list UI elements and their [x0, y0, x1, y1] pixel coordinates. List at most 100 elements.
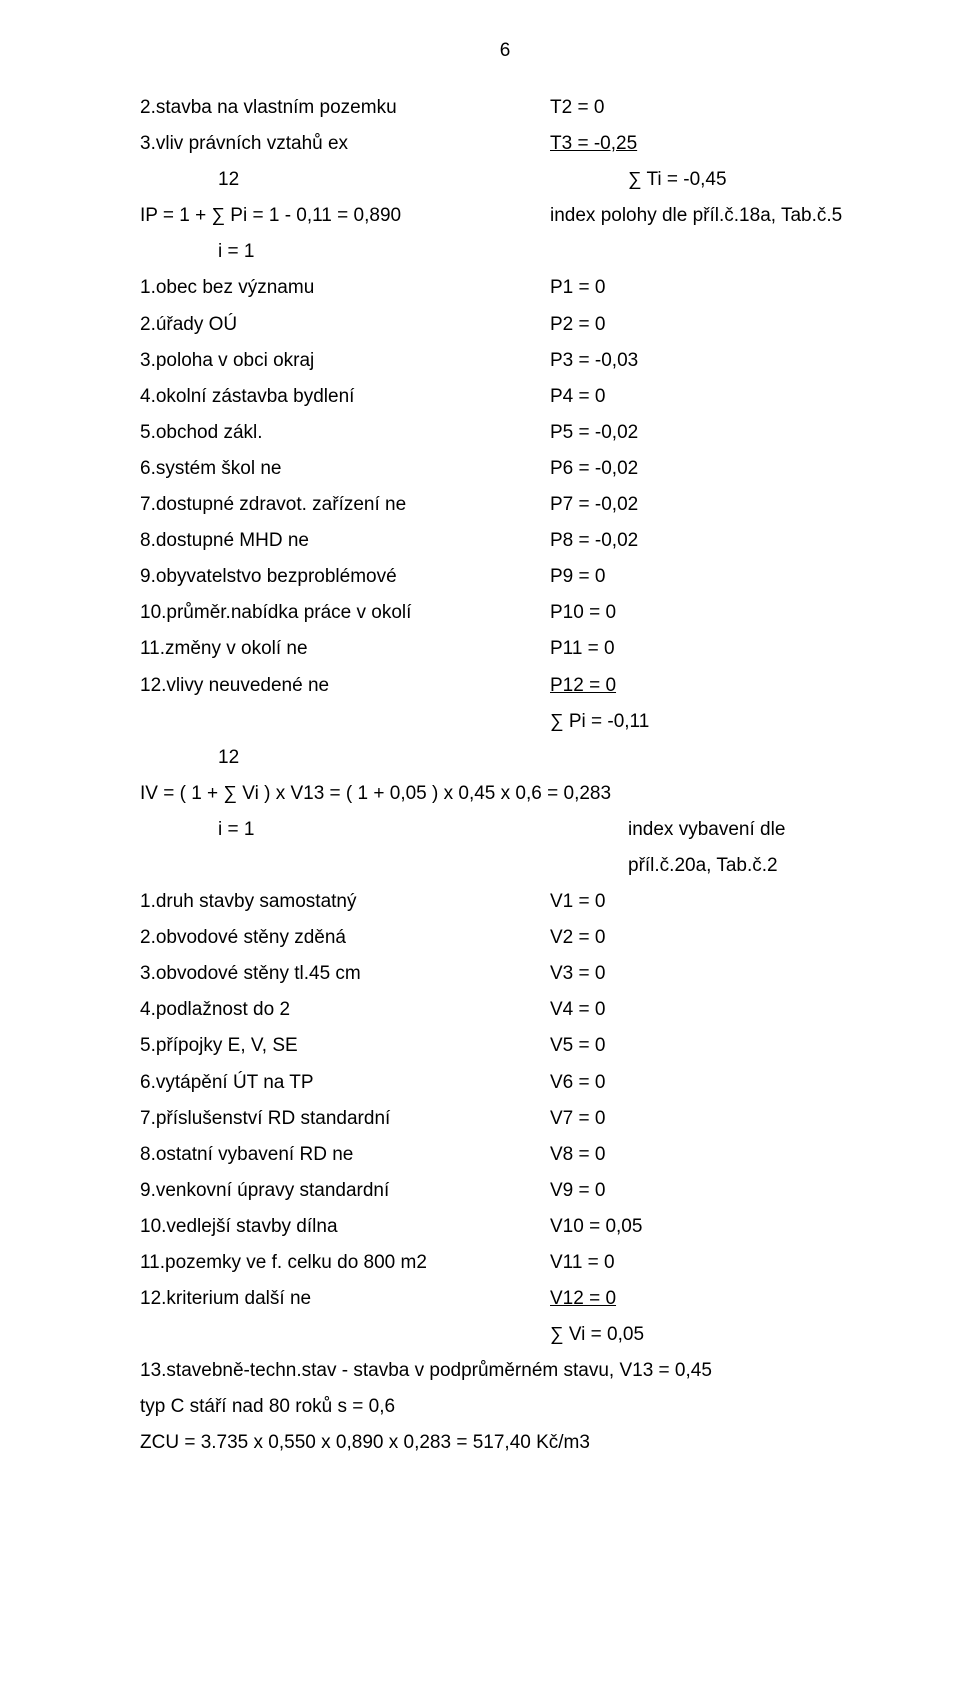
line-left: 11.změny v okolí ne [140, 631, 550, 667]
line-left: 4.okolní zástavba bydlení [140, 379, 550, 415]
text-line: 5.obchod zákl.P5 = -0,02 [140, 415, 870, 451]
line-left: IP = 1 + ∑ Pi = 1 - 0,11 = 0,890 [140, 198, 550, 234]
line-left: 12 [140, 740, 628, 776]
line-left: 12.vlivy neuvedené ne [140, 668, 550, 704]
text-line: ZCU = 3.735 x 0,550 x 0,890 x 0,283 = 51… [140, 1425, 870, 1461]
line-left: 9.venkovní úpravy standardní [140, 1173, 550, 1209]
text-line: 7.příslušenství RD standardníV7 = 0 [140, 1101, 870, 1137]
line-left: 4.podlažnost do 2 [140, 992, 550, 1028]
line-full: ZCU = 3.735 x 0,550 x 0,890 x 0,283 = 51… [140, 1425, 590, 1461]
line-right: P7 = -0,02 [550, 487, 870, 523]
line-right: V12 = 0 [550, 1281, 870, 1317]
line-left: 11.pozemky ve f. celku do 800 m2 [140, 1245, 550, 1281]
line-right: V11 = 0 [550, 1245, 870, 1281]
line-left [140, 704, 550, 740]
line-right: P3 = -0,03 [550, 343, 870, 379]
line-right: P5 = -0,02 [550, 415, 870, 451]
text-line: i = 1 [140, 234, 870, 270]
line-right: P10 = 0 [550, 595, 870, 631]
line-left: 1.druh stavby samostatný [140, 884, 550, 920]
document-body: 2.stavba na vlastním pozemkuT2 = 03.vliv… [140, 90, 870, 1462]
line-right: ∑ Vi = 0,05 [550, 1317, 870, 1353]
line-left: i = 1 [140, 812, 628, 884]
line-left: 10.průměr.nabídka práce v okolí [140, 595, 550, 631]
line-left: 12.kriterium další ne [140, 1281, 550, 1317]
line-right: P8 = -0,02 [550, 523, 870, 559]
text-line: 11.pozemky ve f. celku do 800 m2V11 = 0 [140, 1245, 870, 1281]
text-line: 12.kriterium další neV12 = 0 [140, 1281, 870, 1317]
text-line: 7.dostupné zdravot. zařízení neP7 = -0,0… [140, 487, 870, 523]
line-right: V6 = 0 [550, 1065, 870, 1101]
line-right: P12 = 0 [550, 668, 870, 704]
line-right: ∑ Ti = -0,45 [628, 162, 870, 198]
text-line: 5.přípojky E, V, SEV5 = 0 [140, 1028, 870, 1064]
text-line: 12.vlivy neuvedené neP12 = 0 [140, 668, 870, 704]
line-left: 1.obec bez významu [140, 270, 550, 306]
line-left: 2.obvodové stěny zděná [140, 920, 550, 956]
text-line: 10.průměr.nabídka práce v okolíP10 = 0 [140, 595, 870, 631]
text-line: ∑ Pi = -0,11 [140, 704, 870, 740]
text-line: 4.podlažnost do 2V4 = 0 [140, 992, 870, 1028]
line-right: P1 = 0 [550, 270, 870, 306]
text-line: 3.vliv právních vztahů exT3 = -0,25 [140, 126, 870, 162]
line-full: typ C stáří nad 80 roků s = 0,6 [140, 1389, 395, 1425]
line-right: V8 = 0 [550, 1137, 870, 1173]
line-left: 3.vliv právních vztahů ex [140, 126, 550, 162]
line-left: 10.vedlejší stavby dílna [140, 1209, 550, 1245]
text-line: 2.stavba na vlastním pozemkuT2 = 0 [140, 90, 870, 126]
line-full: 13.stavebně-techn.stav - stavba v podprů… [140, 1353, 712, 1389]
line-right: V10 = 0,05 [550, 1209, 870, 1245]
text-line: 1.druh stavby samostatnýV1 = 0 [140, 884, 870, 920]
page-number: 6 [140, 40, 870, 62]
line-left: 5.obchod zákl. [140, 415, 550, 451]
text-line: 2.obvodové stěny zděnáV2 = 0 [140, 920, 870, 956]
text-line: 9.obyvatelstvo bezproblémovéP9 = 0 [140, 559, 870, 595]
line-right: V9 = 0 [550, 1173, 870, 1209]
line-left: 8.dostupné MHD ne [140, 523, 550, 559]
line-left: 8.ostatní vybavení RD ne [140, 1137, 550, 1173]
line-full: IV = ( 1 + ∑ Vi ) x V13 = ( 1 + 0,05 ) x… [140, 776, 611, 812]
line-right: V7 = 0 [550, 1101, 870, 1137]
text-line: 3.poloha v obci okrajP3 = -0,03 [140, 343, 870, 379]
line-left: 2.úřady OÚ [140, 307, 550, 343]
line-left: 3.poloha v obci okraj [140, 343, 550, 379]
line-right: V2 = 0 [550, 920, 870, 956]
line-left: 6.systém škol ne [140, 451, 550, 487]
line-left: 6.vytápění ÚT na TP [140, 1065, 550, 1101]
line-left: i = 1 [140, 234, 628, 270]
text-line: 9.venkovní úpravy standardníV9 = 0 [140, 1173, 870, 1209]
text-line: 8.ostatní vybavení RD neV8 = 0 [140, 1137, 870, 1173]
text-line: IV = ( 1 + ∑ Vi ) x V13 = ( 1 + 0,05 ) x… [140, 776, 870, 812]
line-right: P2 = 0 [550, 307, 870, 343]
line-left: 5.přípojky E, V, SE [140, 1028, 550, 1064]
line-right: P4 = 0 [550, 379, 870, 415]
line-left: 12 [140, 162, 628, 198]
line-right: ∑ Pi = -0,11 [550, 704, 870, 740]
text-line: IP = 1 + ∑ Pi = 1 - 0,11 = 0,890index po… [140, 198, 870, 234]
text-line: 8.dostupné MHD neP8 = -0,02 [140, 523, 870, 559]
text-line: typ C stáří nad 80 roků s = 0,6 [140, 1389, 870, 1425]
line-right: V4 = 0 [550, 992, 870, 1028]
text-line: i = 1index vybavení dle příl.č.20a, Tab.… [140, 812, 870, 884]
line-right: P9 = 0 [550, 559, 870, 595]
line-right: V3 = 0 [550, 956, 870, 992]
text-line: 13.stavebně-techn.stav - stavba v podprů… [140, 1353, 870, 1389]
line-right: P11 = 0 [550, 631, 870, 667]
text-line: 12 [140, 740, 870, 776]
line-left [140, 1317, 550, 1353]
text-line: 1.obec bez významuP1 = 0 [140, 270, 870, 306]
text-line: 10.vedlejší stavby dílnaV10 = 0,05 [140, 1209, 870, 1245]
line-right: T3 = -0,25 [550, 126, 870, 162]
line-left: 2.stavba na vlastním pozemku [140, 90, 550, 126]
text-line: 12∑ Ti = -0,45 [140, 162, 870, 198]
text-line: 3.obvodové stěny tl.45 cmV3 = 0 [140, 956, 870, 992]
text-line: 6.systém škol neP6 = -0,02 [140, 451, 870, 487]
line-right: P6 = -0,02 [550, 451, 870, 487]
text-line: 2.úřady OÚP2 = 0 [140, 307, 870, 343]
line-right [628, 740, 870, 776]
line-left: 9.obyvatelstvo bezproblémové [140, 559, 550, 595]
line-right: index polohy dle příl.č.18a, Tab.č.5 [550, 198, 870, 234]
text-line: 11.změny v okolí neP11 = 0 [140, 631, 870, 667]
text-line: 6.vytápění ÚT na TPV6 = 0 [140, 1065, 870, 1101]
line-right [628, 234, 870, 270]
